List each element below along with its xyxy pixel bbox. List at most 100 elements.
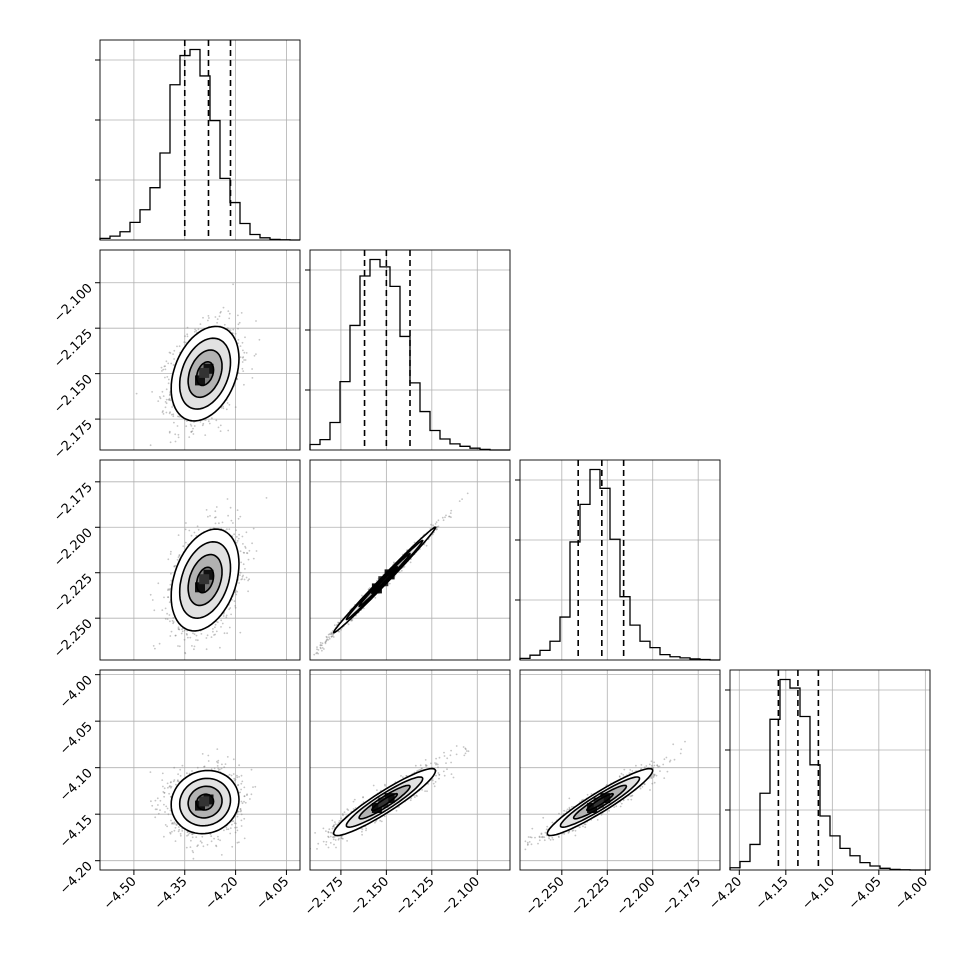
sample-point xyxy=(169,583,172,586)
sample-point xyxy=(530,836,533,839)
sample-point xyxy=(455,753,458,756)
panel-background xyxy=(310,460,510,660)
contour-line xyxy=(332,526,437,634)
sample-point xyxy=(321,647,324,649)
sample-point xyxy=(240,819,243,822)
sample-point xyxy=(210,768,213,771)
sample-point xyxy=(409,561,412,564)
sample-point xyxy=(236,815,239,818)
sample-point xyxy=(400,775,402,777)
sample-point xyxy=(551,821,554,824)
sample-point xyxy=(238,582,241,584)
scatter-panel-1-0: −2.175−2.150−2.125−2.100 xyxy=(51,249,301,462)
sample-point xyxy=(214,510,217,513)
sample-point xyxy=(435,528,438,531)
sample-point xyxy=(164,365,167,367)
sample-point xyxy=(176,425,179,427)
sample-point xyxy=(169,785,171,787)
sample-point xyxy=(244,568,246,570)
density-bin xyxy=(378,797,389,808)
contour-line xyxy=(370,792,399,812)
x-tick-label: −4.05 xyxy=(846,874,885,913)
sample-point xyxy=(243,359,246,361)
sample-point xyxy=(168,792,171,795)
sample-point xyxy=(193,633,196,636)
sample-point xyxy=(226,498,229,500)
sample-point xyxy=(214,516,217,519)
sample-point xyxy=(192,427,194,430)
sample-point xyxy=(596,819,599,821)
sample-point xyxy=(240,825,243,827)
density-bin xyxy=(587,803,598,813)
sample-point xyxy=(327,835,329,838)
sample-point xyxy=(329,835,332,838)
sample-point xyxy=(334,823,337,825)
sample-point xyxy=(643,766,646,769)
sample-point xyxy=(650,776,652,779)
contour-line xyxy=(178,777,232,827)
sample-point xyxy=(659,770,661,772)
sample-point xyxy=(237,314,239,317)
sample-point xyxy=(552,838,555,841)
sample-point xyxy=(223,829,225,832)
sample-point xyxy=(251,542,254,545)
sample-point xyxy=(219,646,221,649)
sample-point xyxy=(435,757,437,760)
sample-point xyxy=(568,831,570,833)
sample-point xyxy=(327,831,330,834)
sample-point xyxy=(216,748,219,750)
y-tick-label: −4.00 xyxy=(57,673,96,712)
sample-point xyxy=(232,522,234,524)
sample-point xyxy=(414,796,416,798)
sample-point xyxy=(436,528,438,530)
sample-point xyxy=(169,796,172,798)
sample-point xyxy=(258,338,261,341)
sample-point xyxy=(568,806,571,809)
contour-line xyxy=(345,776,424,829)
density-bin xyxy=(600,793,611,804)
sample-point xyxy=(618,776,621,778)
sample-point xyxy=(243,800,245,803)
sample-point xyxy=(236,509,239,511)
sample-point xyxy=(181,628,183,631)
sample-point xyxy=(333,843,335,846)
sample-point xyxy=(374,821,376,824)
sample-point xyxy=(435,521,438,523)
sample-point xyxy=(169,832,172,835)
sample-point xyxy=(250,768,253,771)
sample-point xyxy=(226,402,229,404)
sample-point xyxy=(177,433,180,436)
sample-point xyxy=(170,819,172,822)
sample-point xyxy=(222,405,225,408)
sample-point xyxy=(418,769,421,771)
sample-point xyxy=(230,613,233,616)
sample-point xyxy=(648,763,651,766)
sample-point xyxy=(545,828,548,831)
sample-point xyxy=(622,774,625,776)
sample-point xyxy=(239,550,242,553)
sample-point xyxy=(653,781,656,784)
sample-point xyxy=(207,754,210,757)
sample-point xyxy=(208,422,211,425)
sample-point xyxy=(167,362,170,365)
sample-point xyxy=(185,846,188,849)
sample-point xyxy=(190,425,193,427)
sample-point xyxy=(242,551,245,554)
sample-point xyxy=(663,777,666,779)
sample-point xyxy=(238,841,240,844)
sample-point xyxy=(215,419,218,422)
sample-point xyxy=(606,783,608,786)
sample-point xyxy=(635,764,637,767)
sample-point xyxy=(327,633,330,636)
sample-point xyxy=(184,335,186,338)
sample-point xyxy=(206,843,209,846)
sample-point xyxy=(327,846,330,849)
sample-point xyxy=(450,509,453,512)
sample-point xyxy=(173,421,175,424)
sample-point xyxy=(221,763,223,766)
sample-point xyxy=(430,762,432,765)
sample-point xyxy=(240,813,243,816)
sample-point xyxy=(215,506,218,508)
sample-point xyxy=(169,399,172,402)
sample-point xyxy=(314,832,316,834)
